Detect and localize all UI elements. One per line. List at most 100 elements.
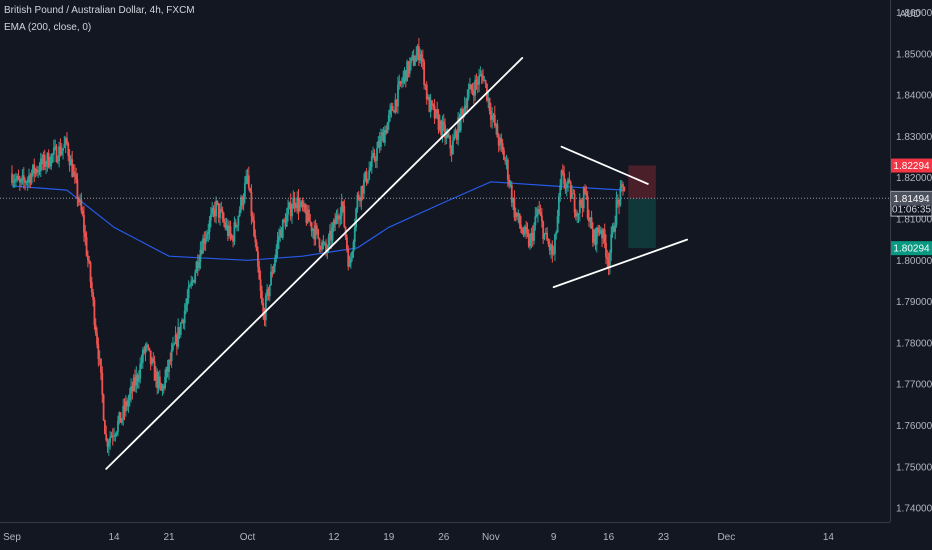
candle-body: [565, 184, 568, 189]
candle-body: [266, 289, 269, 296]
candle-body: [162, 385, 165, 389]
short-position-tool[interactable]: [628, 165, 656, 249]
candle-body: [115, 431, 118, 435]
candle-body: [403, 70, 406, 77]
candle-body: [487, 98, 490, 101]
candle-body: [555, 232, 558, 235]
candle-body: [452, 140, 454, 155]
candle-body: [181, 319, 183, 324]
candle-body: [101, 372, 104, 395]
candle-body: [582, 187, 585, 209]
candle-body: [64, 138, 67, 145]
candle-body: [196, 261, 199, 269]
ema-200-path: [11, 181, 625, 261]
candle-body: [110, 435, 113, 438]
trendline-drawings[interactable]: [105, 57, 688, 470]
trendline[interactable]: [105, 57, 524, 470]
candle-body: [508, 179, 511, 185]
candle-body: [223, 219, 225, 223]
candle-body: [242, 198, 245, 206]
candle-body: [420, 54, 423, 59]
trendline[interactable]: [552, 238, 688, 289]
candle-body: [445, 133, 448, 139]
candle-body: [318, 238, 321, 248]
candle-body: [537, 209, 539, 215]
candle-body: [408, 62, 411, 74]
candle-body: [567, 179, 569, 185]
candle-body: [185, 304, 187, 311]
candle-body: [310, 222, 313, 231]
candle-body: [444, 124, 446, 139]
candle-body: [351, 251, 354, 258]
candle-body: [542, 221, 545, 239]
candle-body: [190, 281, 193, 285]
candle-body: [123, 405, 126, 412]
candle-body: [370, 156, 373, 168]
candle-body: [568, 179, 571, 182]
candle-body: [329, 230, 331, 238]
price-axis[interactable]: AUD1.860001.850001.840001.830001.820001.…: [890, 0, 932, 550]
candle-body: [233, 222, 236, 242]
time-axis[interactable]: Sep 14 21 Oct 12 19 26 Nov 9 16 23 Dec 14: [0, 522, 890, 544]
candle-body: [361, 186, 364, 194]
candle-body: [471, 89, 474, 91]
candle-body: [343, 205, 346, 228]
candle-body: [32, 164, 34, 174]
time-tick-label: Sep: [3, 532, 21, 543]
candle-body: [257, 251, 259, 267]
candle-body: [489, 110, 492, 120]
candle-body: [226, 224, 229, 236]
ema-indicator-label[interactable]: EMA (200, close, 0): [4, 22, 92, 33]
candle-body: [458, 117, 461, 131]
candle-body: [41, 158, 43, 164]
candle-body: [84, 232, 87, 238]
candle-body: [339, 215, 342, 220]
trendline[interactable]: [560, 145, 649, 185]
candle-body: [264, 295, 267, 321]
price-tick-label: 1.83000: [896, 132, 932, 143]
candle-body: [614, 224, 617, 232]
candle-body: [503, 149, 505, 160]
candle-body: [200, 249, 203, 254]
candle-body: [20, 178, 23, 183]
candle-body: [60, 151, 63, 155]
candle-body: [462, 110, 465, 115]
candle-body: [576, 214, 579, 217]
candle-body: [506, 159, 509, 180]
candle-body: [334, 219, 337, 225]
candle-body: [564, 184, 567, 189]
time-tick-label: 14: [108, 532, 120, 543]
candle-body: [612, 226, 615, 232]
candle-body: [586, 196, 589, 219]
candle-body: [124, 401, 127, 412]
candle-body: [517, 213, 520, 217]
candle-body: [47, 153, 50, 167]
candle-body: [526, 230, 529, 234]
price-tick-label: 1.85000: [896, 49, 932, 60]
ema-200-line: [11, 181, 625, 261]
candle-body: [338, 218, 340, 220]
candle-body: [139, 363, 142, 379]
candle-body: [45, 164, 47, 167]
candle-body: [73, 172, 76, 175]
candle-body: [394, 99, 397, 113]
candle-body: [609, 252, 611, 268]
candle-body: [66, 138, 68, 144]
candle-body: [588, 218, 590, 222]
take-profit-zone[interactable]: [628, 198, 656, 249]
candle-body: [427, 97, 429, 100]
candle-body: [360, 186, 363, 202]
candle-body: [331, 227, 334, 241]
candle-body: [172, 344, 174, 350]
candle-body: [179, 323, 182, 335]
candle-body: [16, 175, 19, 179]
candle-body: [616, 199, 619, 201]
candle-body: [368, 170, 371, 180]
candle-body: [497, 137, 500, 146]
candle-body: [615, 199, 618, 225]
candle-body: [315, 225, 318, 229]
candle-body: [212, 208, 215, 210]
candle-body: [416, 46, 419, 55]
candle-body: [165, 367, 168, 377]
